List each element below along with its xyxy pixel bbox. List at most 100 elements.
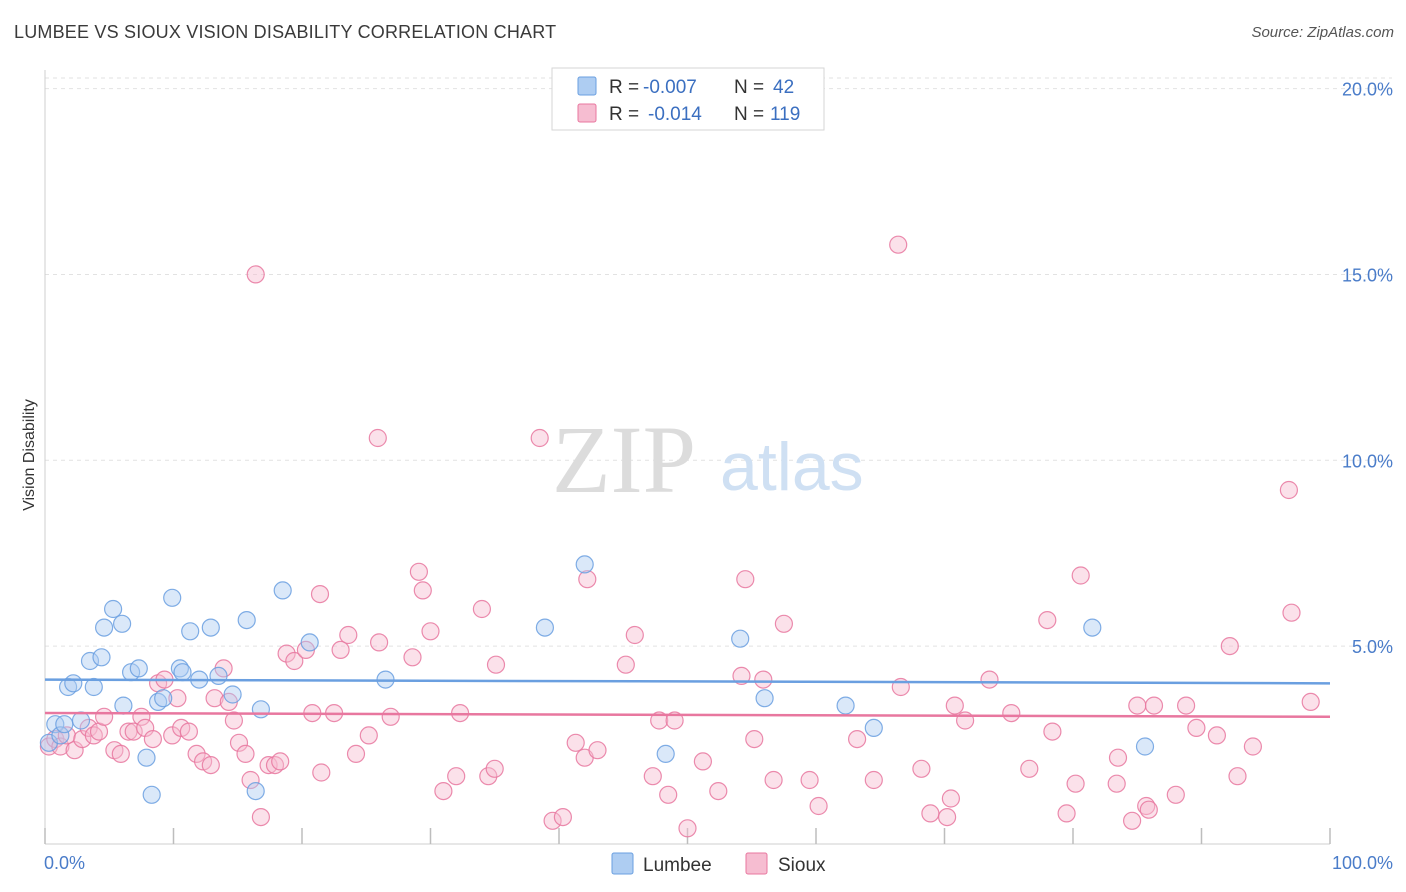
- point-sioux-94: [941, 789, 961, 808]
- point-lumbee-19: [154, 689, 173, 708]
- point-sioux-62: [486, 655, 506, 674]
- point-sioux-35: [259, 755, 278, 775]
- point-sioux-72: [643, 767, 662, 786]
- point-lumbee-42: [1135, 737, 1155, 756]
- legend-n-value-sioux: 119: [770, 104, 800, 125]
- point-sioux-55: [421, 622, 440, 641]
- point-sioux-100: [1038, 610, 1057, 630]
- axes: [44, 70, 1331, 845]
- point-sioux-47: [346, 744, 366, 764]
- x-tick-label-0: 0.0%: [44, 853, 85, 873]
- chart-title: LUMBEE VS SIOUX VISION DISABILITY CORREL…: [14, 22, 557, 42]
- point-sioux-95: [945, 696, 964, 715]
- legend-r-label-lumbee: R =: [609, 77, 639, 98]
- legend-r-value-lumbee: -0.007: [643, 77, 697, 98]
- point-sioux-120: [1282, 603, 1301, 622]
- point-sioux-117: [1228, 767, 1247, 786]
- watermark-zip: ZIP: [552, 406, 696, 513]
- y-tick-labels: 5.0% 10.0% 15.0% 20.0%: [1342, 80, 1393, 658]
- point-sioux-88: [864, 770, 883, 790]
- point-sioux-91: [912, 759, 931, 778]
- point-lumbee-11: [103, 599, 123, 619]
- point-lumbee-15: [129, 659, 148, 678]
- point-sioux-73: [650, 711, 669, 730]
- point-sioux-114: [1187, 718, 1206, 738]
- y-tick-label-0: 5.0%: [1352, 637, 1393, 657]
- point-lumbee-7: [80, 651, 100, 671]
- point-sioux-113: [1176, 696, 1196, 715]
- legend-series: Lumbee Sioux: [611, 852, 826, 876]
- y-tick-label-2: 15.0%: [1342, 265, 1393, 285]
- point-sioux-78: [709, 781, 728, 801]
- point-sioux-32: [241, 770, 260, 790]
- x-tick-label-1: 100.0%: [1332, 853, 1393, 873]
- point-sioux-108: [1128, 696, 1147, 715]
- point-sioux-43: [312, 763, 331, 782]
- point-lumbee-27: [223, 685, 242, 704]
- point-lumbee-37: [731, 629, 750, 648]
- point-sioux-93: [937, 807, 957, 827]
- point-sioux-30: [229, 733, 249, 752]
- point-sioux-3: [57, 726, 76, 745]
- legend-stats: R = -0.007 N = 42 R = -0.014 N = 119: [551, 67, 825, 131]
- point-sioux-50: [370, 633, 389, 652]
- point-sioux-70: [616, 655, 635, 674]
- point-sioux-9: [94, 707, 114, 726]
- point-sioux-80: [736, 570, 755, 589]
- point-sioux-34: [251, 807, 270, 827]
- point-lumbee-35: [575, 555, 594, 574]
- point-sioux-77: [693, 752, 713, 771]
- legend-bottom-label-sioux: Sioux: [778, 855, 826, 876]
- legend-bottom-label-lumbee: Lumbee: [643, 855, 712, 876]
- point-lumbee-32: [300, 633, 319, 652]
- point-sioux-48: [359, 726, 378, 745]
- point-sioux-54: [413, 581, 432, 600]
- point-sioux-38: [277, 644, 296, 663]
- point-sioux-87: [847, 729, 867, 749]
- point-sioux-25: [201, 755, 220, 775]
- point-sioux-92: [921, 804, 940, 823]
- point-sioux-103: [1066, 774, 1085, 793]
- point-lumbee-12: [112, 614, 132, 633]
- point-sioux-5: [73, 729, 92, 749]
- point-lumbee-28: [237, 610, 256, 630]
- point-sioux-61: [485, 759, 504, 778]
- point-sioux-68: [578, 570, 597, 589]
- point-sioux-82: [754, 670, 773, 689]
- legend-n-label-lumbee: N =: [734, 77, 764, 98]
- point-sioux-33: [246, 265, 265, 284]
- point-sioux-107: [1122, 811, 1142, 830]
- point-sioux-42: [310, 584, 330, 604]
- legend-n-label-sioux: N =: [734, 104, 764, 125]
- point-sioux-86: [809, 796, 828, 816]
- point-sioux-97: [980, 670, 999, 689]
- point-lumbee-23: [181, 622, 200, 641]
- point-sioux-111: [1144, 696, 1164, 715]
- point-sioux-65: [553, 807, 573, 827]
- data-points: [39, 235, 1320, 838]
- legend-swatch-lumbee: [577, 76, 597, 96]
- point-sioux-84: [774, 614, 794, 633]
- point-sioux-106: [1108, 748, 1128, 767]
- x-tick-labels: 0.0% 100.0%: [44, 853, 1393, 873]
- point-lumbee-30: [251, 700, 270, 719]
- legend-box: [551, 67, 825, 131]
- point-sioux-110: [1139, 800, 1158, 819]
- y-tick-label-1: 10.0%: [1342, 451, 1393, 471]
- point-sioux-22: [179, 722, 198, 741]
- point-sioux-63: [530, 428, 549, 448]
- point-sioux-57: [447, 767, 466, 786]
- point-lumbee-2: [51, 726, 70, 745]
- point-sioux-46: [339, 625, 358, 645]
- point-sioux-81: [745, 729, 764, 749]
- point-lumbee-16: [137, 748, 156, 767]
- point-sioux-13: [124, 722, 143, 741]
- point-sioux-59: [472, 599, 491, 619]
- point-sioux-56: [434, 781, 453, 801]
- point-lumbee-41: [1083, 618, 1102, 637]
- point-sioux-52: [403, 648, 422, 667]
- point-sioux-116: [1220, 636, 1239, 656]
- point-lumbee-38: [755, 689, 774, 708]
- point-sioux-69: [588, 741, 607, 760]
